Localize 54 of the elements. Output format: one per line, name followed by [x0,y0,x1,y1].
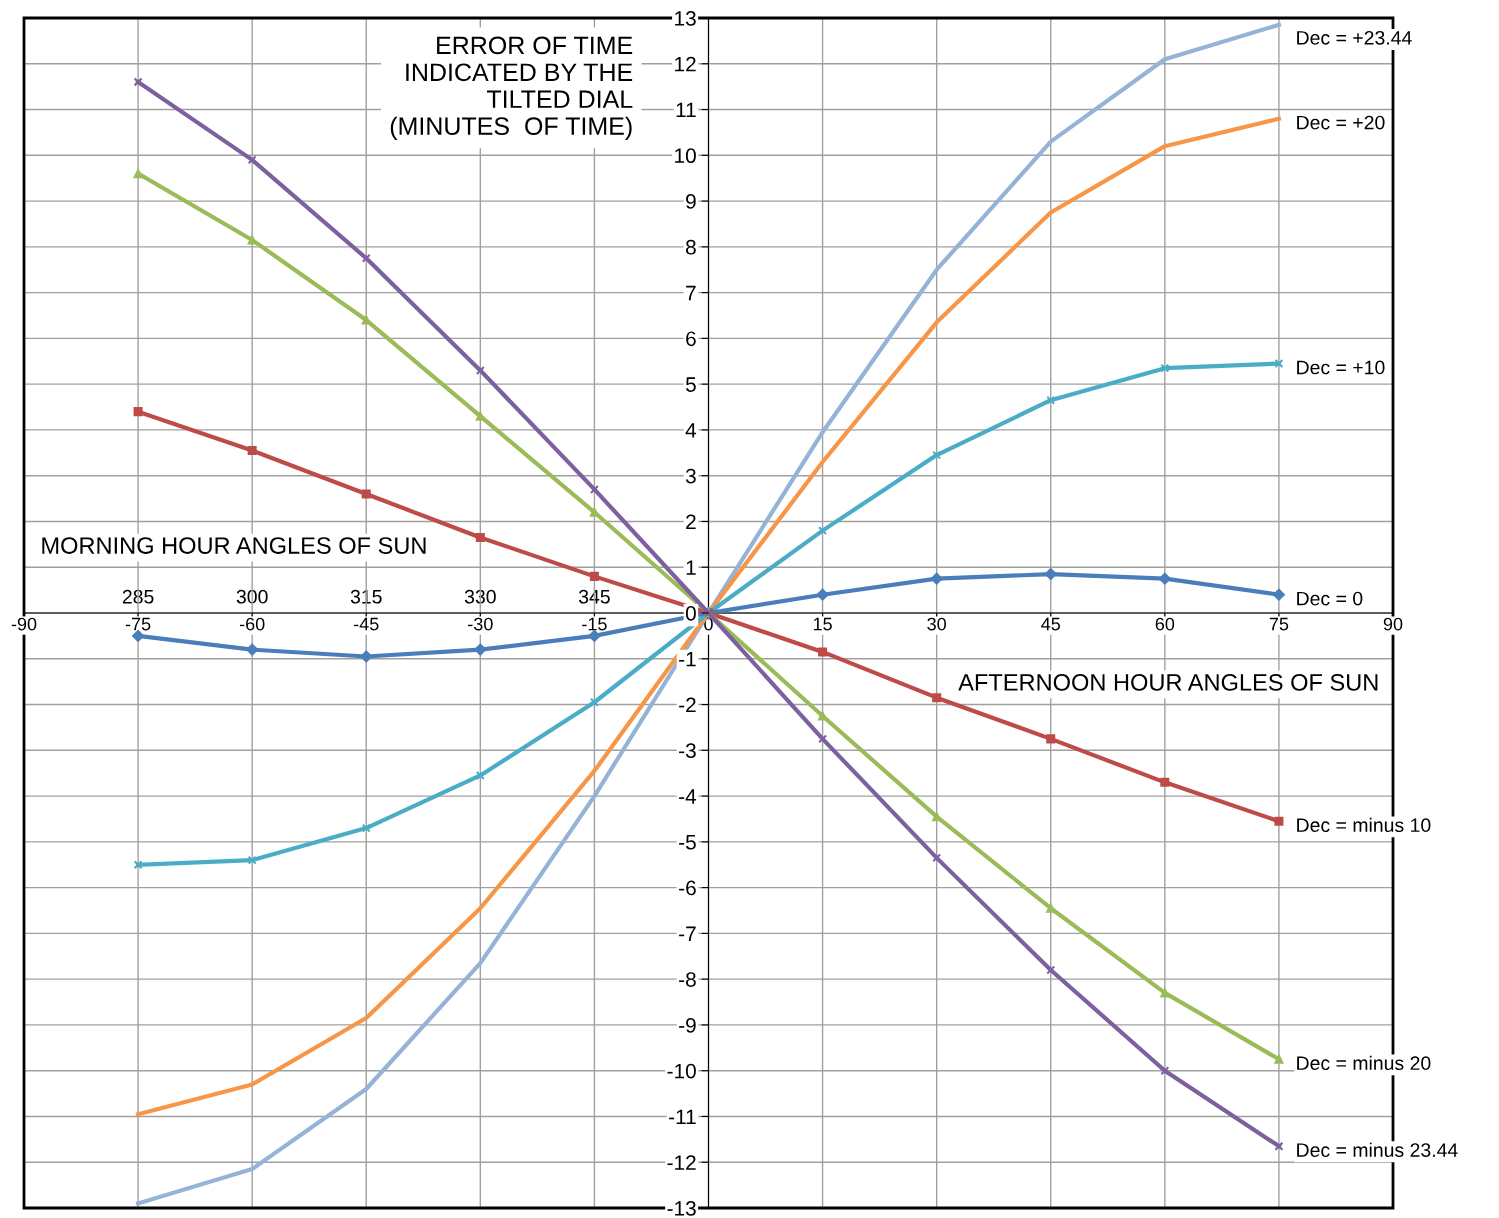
y-tick-label: -13 [667,1201,696,1216]
y-tick-label: -11 [669,1109,696,1125]
y-tick-label: 9 [686,194,696,209]
y-tick-label: -12 [667,1155,696,1170]
x2-tick-label: 330 [464,589,496,604]
x2-tick-label: 345 [578,589,610,604]
x2-tick-label: 285 [122,589,154,604]
y-tick-label: -8 [679,972,696,987]
y-tick-label: 13 [675,11,696,26]
y-tick-label: 7 [686,285,696,301]
y-tick-label: 0 [685,606,696,621]
series-label: Dec = +23.44 [1297,30,1412,45]
y-tick-label: 12 [675,56,696,72]
x-tick-label: 30 [927,617,946,631]
y-tick-label: -7 [679,926,696,941]
x-tick-label: 90 [1383,617,1403,631]
y-axis-title: ERROR OF TIME INDICATED BY THE TILTED DIAL (MINUTES OF TIME) [390,36,633,140]
y-tick-label: 2 [686,514,696,530]
series-label: Dec = minus 10 [1297,817,1431,833]
x-tick-label: 45 [1041,617,1061,631]
y-tick-label: -3 [679,743,696,759]
series-label: Dec = +20 [1297,115,1385,130]
y-tick-label: 11 [676,102,696,118]
series-label: Dec = minus 20 [1297,1055,1431,1071]
y-tick-label: 8 [686,239,696,255]
y-tick-label: 4 [685,423,697,438]
x-tick-label: 60 [1155,617,1175,631]
y-tick-label: 10 [675,148,696,164]
y-tick-label: 5 [685,377,696,392]
x2-tick-label: 315 [350,589,382,604]
x-tick-label: 75 [1269,617,1289,631]
x2-tick-label: 300 [236,589,268,604]
y-tick-label: -9 [679,1017,696,1033]
y-tick-label: 1 [686,560,696,575]
y-tick-label: 3 [685,468,696,484]
x-axis-title: AFTERNOON HOUR ANGLES OF SUN [958,674,1378,691]
series-label: Dec = minus 23.44 [1297,1142,1458,1157]
y-tick-label: 6 [686,331,696,347]
x-tick-label: -60 [239,617,265,631]
x-tick-label: -15 [582,617,607,631]
x-tick-label: -45 [354,617,379,631]
x-tick-label: -90 [11,617,37,631]
y-tick-label: -6 [679,880,696,896]
y-tick-label: -2 [679,697,696,713]
y-tick-label: -10 [667,1063,696,1079]
x-tick-label: -30 [468,617,493,631]
x2-axis-title: MORNING HOUR ANGLES OF SUN [42,537,426,554]
y-tick-label: -4 [679,789,697,804]
y-tick-label: -5 [679,835,696,850]
series-label: Dec = +10 [1297,360,1385,375]
series-label: Dec = 0 [1297,591,1363,606]
x-tick-label: 15 [813,617,832,631]
x-tick-label: -75 [125,617,151,631]
y-tick-label: -1 [679,651,696,667]
